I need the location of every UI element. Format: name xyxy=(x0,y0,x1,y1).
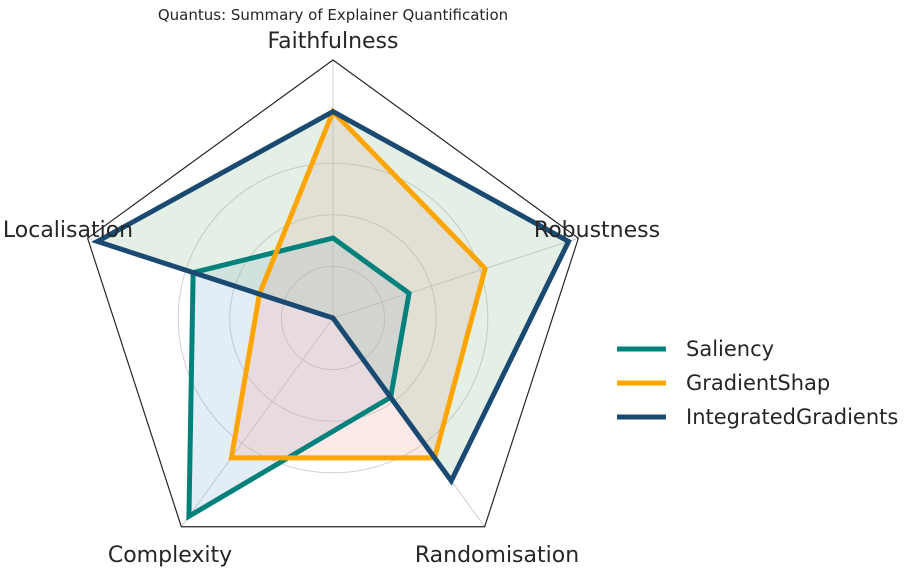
series-line-integratedgradients xyxy=(91,108,572,486)
legend-label-gradientshap: GradientShap xyxy=(686,371,830,395)
axis-label-robustness: Robustness xyxy=(534,218,660,243)
axis-label-randomisation: Randomisation xyxy=(415,543,579,568)
axis-spoke-4 xyxy=(180,317,334,528)
legend: Saliency GradientShap IntegratedGradients xyxy=(617,337,898,429)
series-line-gradientshap xyxy=(228,107,488,461)
axis-labels: Faithfulness Robustness Randomisation Compl… xyxy=(3,29,660,568)
axis-label-complexity: Complexity xyxy=(108,543,232,568)
radar-frame xyxy=(86,59,580,528)
series-fill-gradientshap xyxy=(231,111,486,458)
legend-label-saliency: Saliency xyxy=(686,337,774,361)
axis-spoke-2 xyxy=(332,237,579,319)
series-lines xyxy=(91,107,572,521)
series-fill-saliency xyxy=(188,238,410,517)
chart-title: Quantus: Summary of Explainer Quantifica… xyxy=(158,6,508,24)
legend-label-integratedgradients: IntegratedGradients xyxy=(686,405,898,429)
axis-label-localisation: Localisation xyxy=(3,218,133,243)
axis-label-faithfulness: Faithfulness xyxy=(267,29,398,54)
